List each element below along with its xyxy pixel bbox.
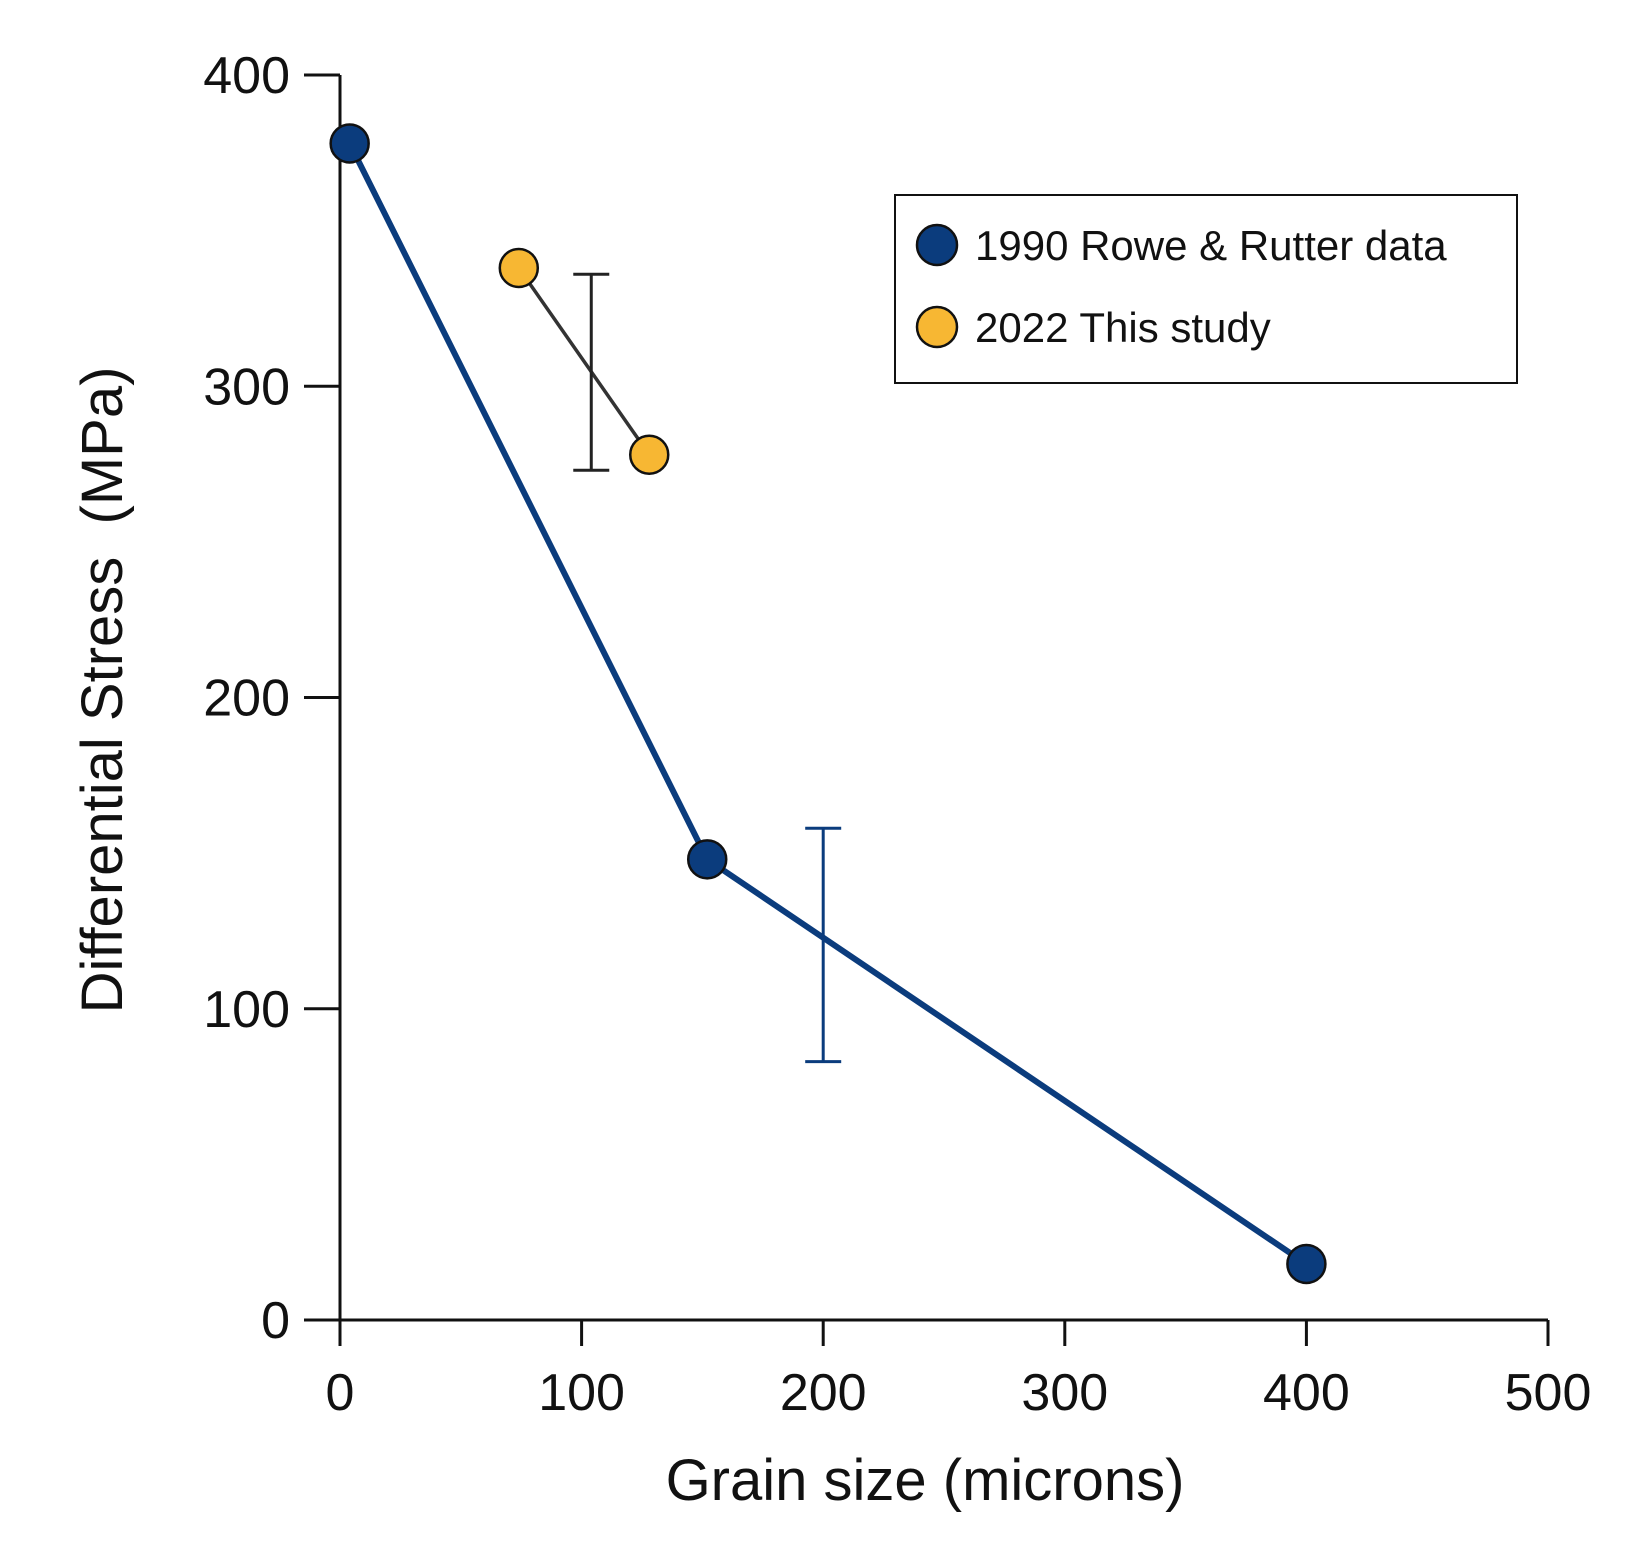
x-tick-label: 400 [1263,1364,1350,1422]
error-bar-1 [805,826,842,1064]
legend: 1990 Rowe & Rutter data 2022 This study [894,194,1518,384]
y-tick-label: 0 [261,1292,290,1350]
x-tick-label: 100 [538,1364,625,1422]
data-point-series-1 [329,123,370,164]
error-bars [573,272,842,1064]
legend-marker-2 [915,305,959,349]
data-point-series-1 [686,839,728,880]
legend-label-1: 1990 Rowe & Rutter data [975,222,1447,269]
error-bar-2 [573,272,610,472]
data-point-series-1 [1286,1243,1327,1285]
x-axis-title: Grain size (microns) [666,1448,1185,1513]
y-tick-label: 200 [203,670,290,728]
y-axis-title: Differential Stress (MPa) [70,367,135,1014]
y-tick-label: 400 [203,47,290,105]
x-tick-label: 500 [1505,1364,1592,1422]
series-line-2 [517,266,651,456]
y-tick-label: 300 [203,358,290,416]
y-tick-label: 100 [203,981,290,1039]
data-point-series-2 [498,247,540,289]
x-tick-label: 200 [780,1364,867,1422]
ticks: 0 100 200 300 400 500 0 100 200 300 400 [203,47,1591,1422]
x-tick-label: 300 [1021,1364,1108,1422]
legend-label-2: 2022 This study [975,304,1271,351]
x-tick-label: 0 [326,1364,355,1422]
legend-marker-1 [915,223,959,267]
data-point-series-2 [628,434,670,475]
legend-box [894,194,1518,384]
data-points [329,123,1327,1285]
